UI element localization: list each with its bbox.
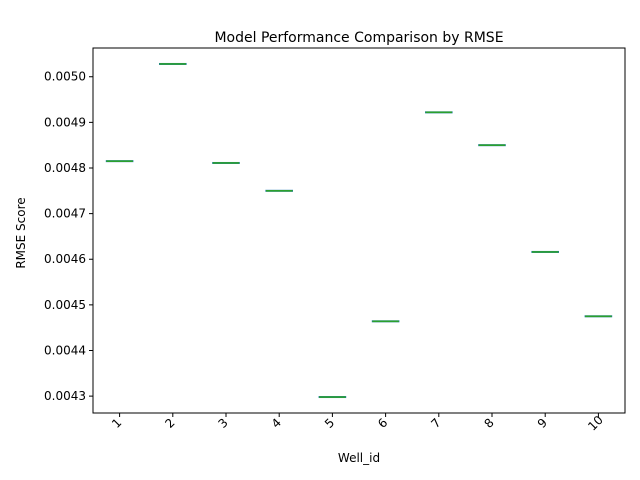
x-tick-label: 10 xyxy=(585,413,606,434)
y-tick-label: 0.0050 xyxy=(44,70,86,84)
y-tick-label: 0.0047 xyxy=(44,207,86,221)
y-axis-label: RMSE Score xyxy=(14,197,28,268)
y-tick-label: 0.0048 xyxy=(44,161,86,175)
x-tick-label: 4 xyxy=(269,416,284,431)
x-tick-label: 7 xyxy=(428,416,443,431)
x-tick-label: 5 xyxy=(322,416,337,431)
x-tick-label: 8 xyxy=(482,416,497,431)
x-tick-label: 3 xyxy=(216,416,231,431)
y-tick-label: 0.0044 xyxy=(44,343,86,357)
y-tick-label: 0.0049 xyxy=(44,115,86,129)
x-tick-label: 1 xyxy=(109,416,124,431)
x-tick-label: 2 xyxy=(162,416,177,431)
y-tick-label: 0.0043 xyxy=(44,389,86,403)
x-tick-label: 9 xyxy=(535,416,550,431)
chart-title: Model Performance Comparison by RMSE xyxy=(214,30,503,46)
y-tick-label: 0.0046 xyxy=(44,252,86,266)
x-tick-label: 6 xyxy=(375,416,390,431)
x-axis-label: Well_id xyxy=(338,451,380,465)
y-tick-label: 0.0045 xyxy=(44,298,86,312)
plot-area-frame xyxy=(92,47,626,414)
chart-marks: 0.0043 0.0044 0.0045 0.0046 0.0047 0.0048 0.00… xyxy=(44,62,613,434)
